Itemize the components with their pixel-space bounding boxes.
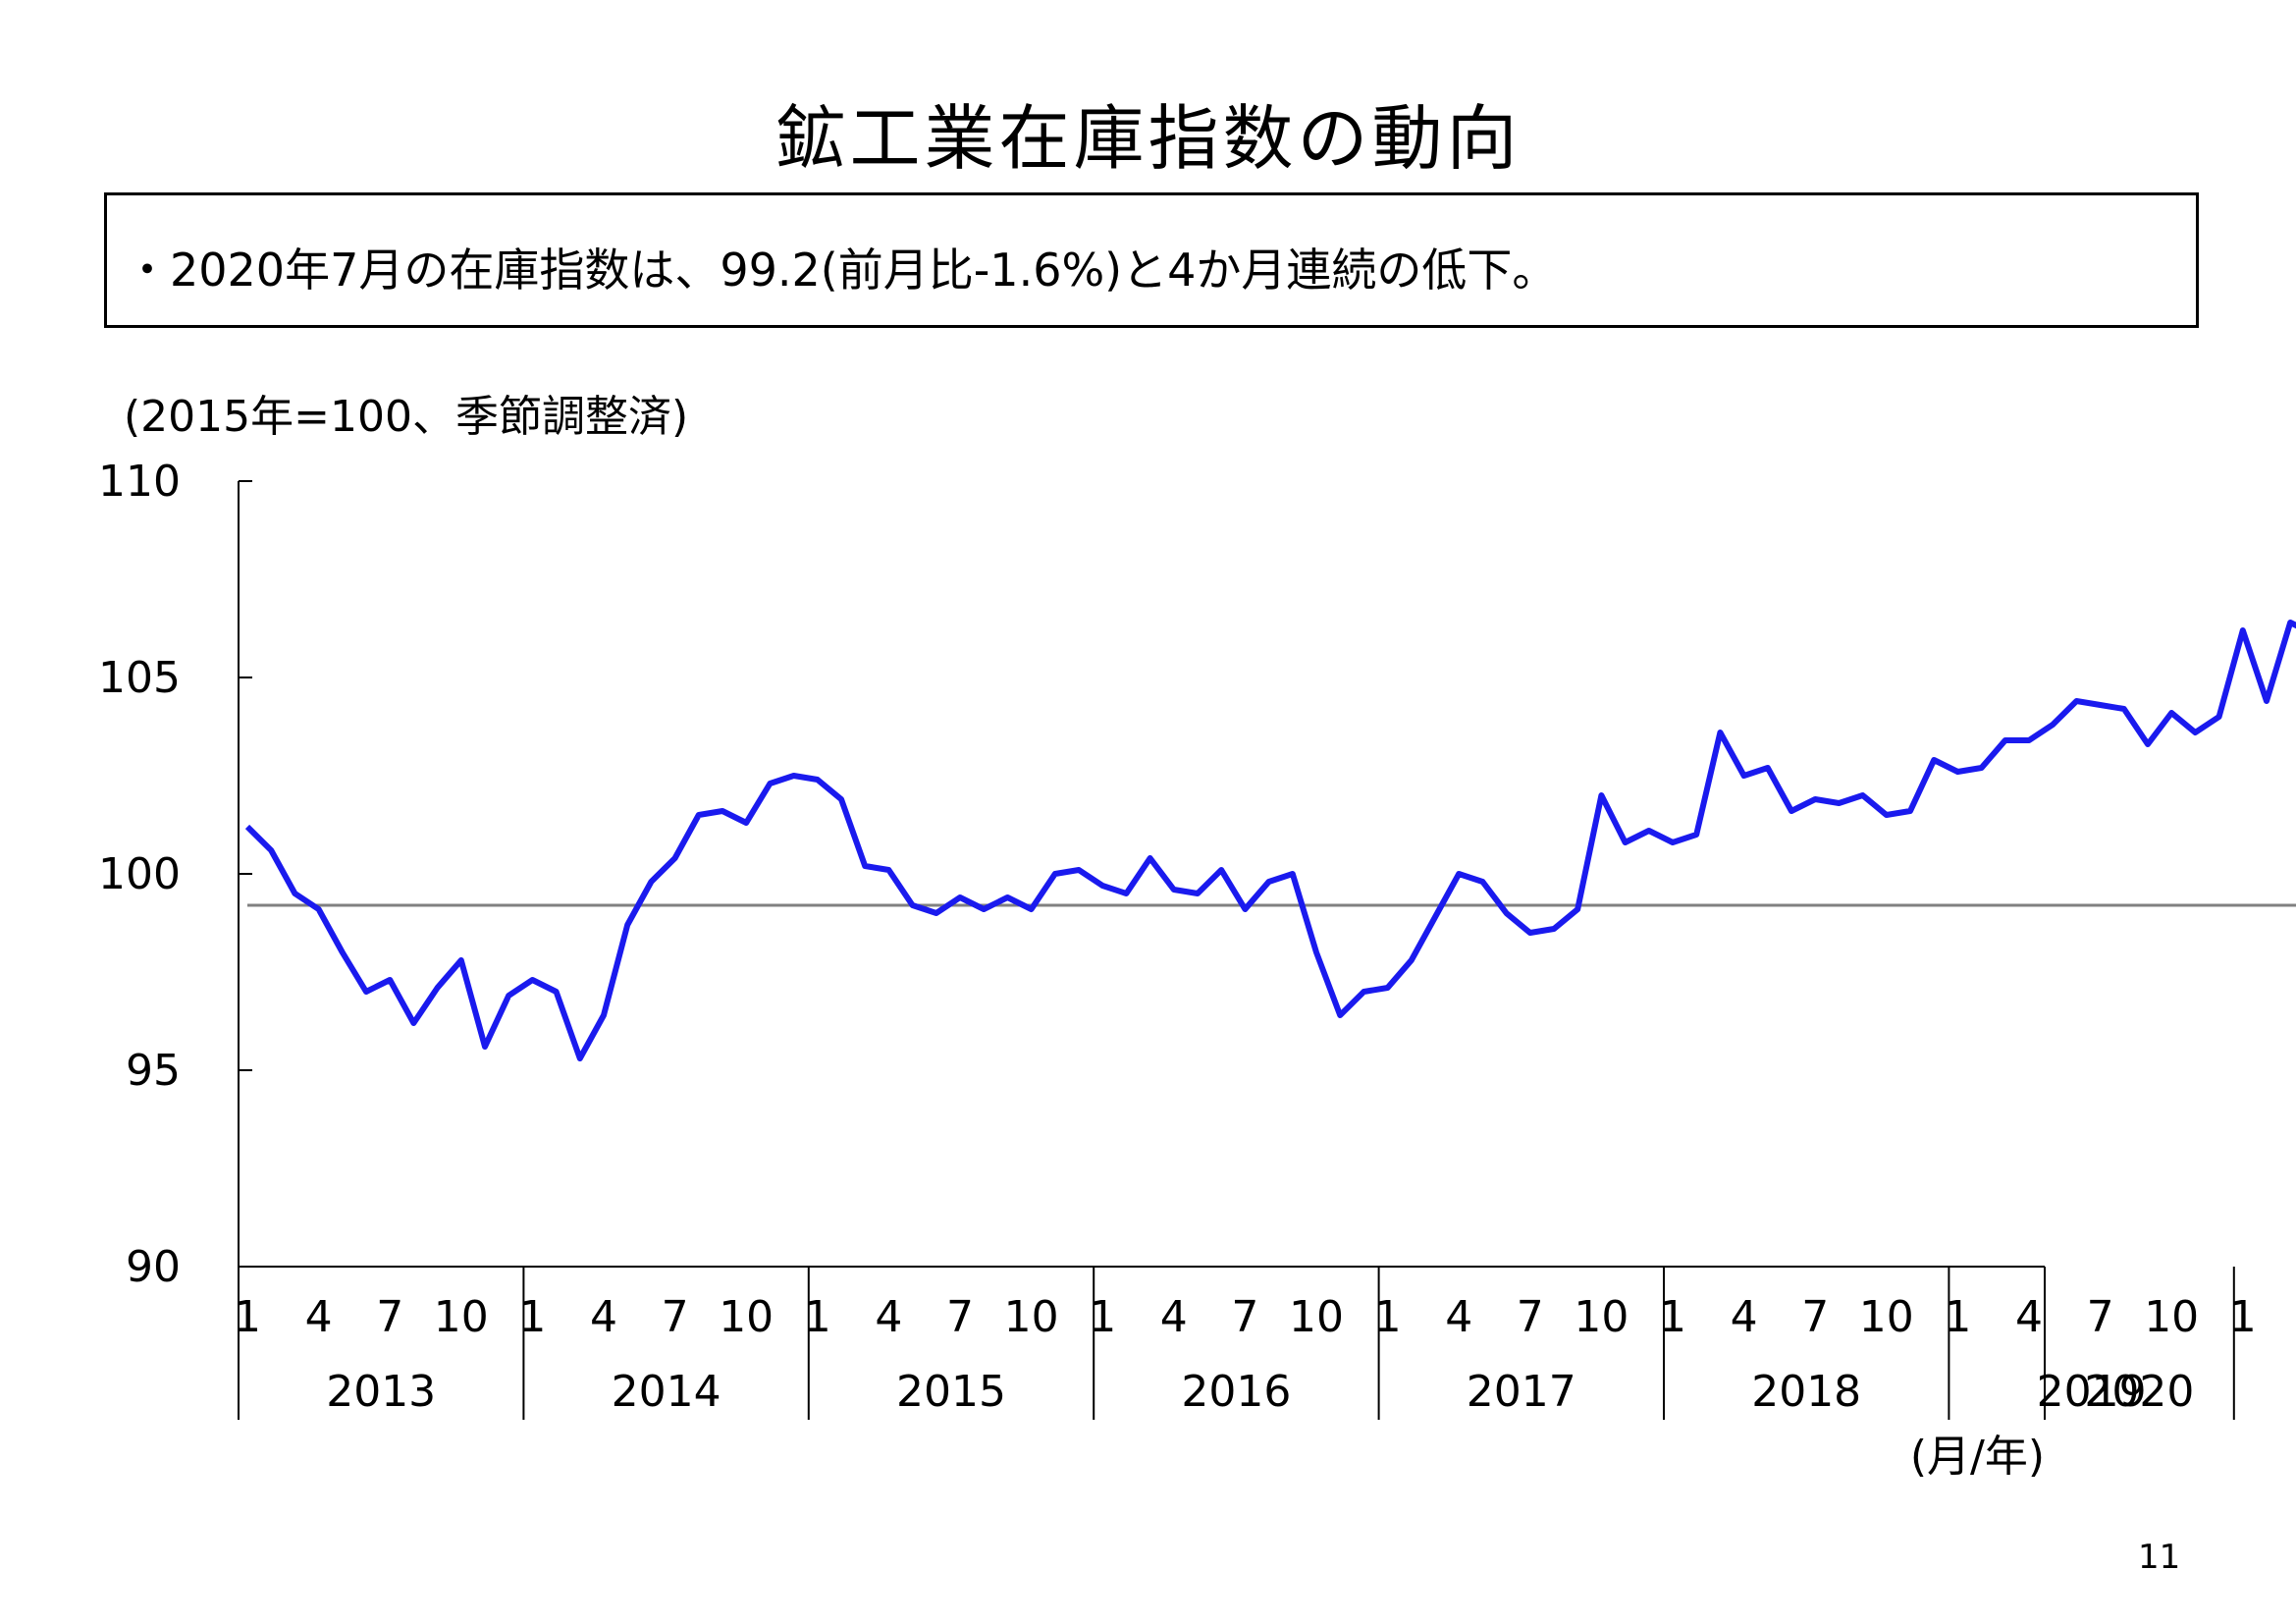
month-tick-label: 7 <box>376 1292 403 1342</box>
month-tick-label: 1 <box>518 1292 546 1342</box>
month-tick-label: 10 <box>1289 1292 1344 1342</box>
month-tick-label: 1 <box>1374 1292 1402 1342</box>
month-tick-label: 4 <box>1160 1292 1188 1342</box>
summary-box: ・2020年7月の在庫指数は、99.2(前月比-1.6%)と4か月連続の低下。 <box>104 192 2199 328</box>
x-axis-unit-label: (月/年) <box>1910 1432 2045 1482</box>
month-tick-label: 1 <box>1659 1292 1686 1342</box>
y-tick-label: 100 <box>98 849 181 899</box>
year-label: 2020 <box>2084 1367 2194 1417</box>
month-tick-label: 1 <box>234 1292 261 1342</box>
y-tick-label: 105 <box>98 653 181 703</box>
unit-note: (2015年=100、季節調整済) <box>124 392 689 442</box>
month-tick-label: 4 <box>2015 1292 2043 1342</box>
month-tick-label: 7 <box>1517 1292 1544 1342</box>
month-tick-label: 7 <box>1231 1292 1258 1342</box>
month-tick-label: 1 <box>804 1292 831 1342</box>
year-label: 2014 <box>612 1367 721 1417</box>
year-label: 2016 <box>1181 1367 1291 1417</box>
month-tick-label: 4 <box>305 1292 333 1342</box>
summary-text: ・2020年7月の在庫指数は、99.2(前月比-1.6%)と4か月連続の低下。 <box>125 244 1558 297</box>
month-tick-label: 10 <box>1574 1292 1629 1342</box>
month-tick-label: 4 <box>1731 1292 1758 1342</box>
month-tick-label: 4 <box>875 1292 902 1342</box>
year-label: 2018 <box>1751 1367 1861 1417</box>
y-tick-label: 110 <box>98 457 181 507</box>
month-tick-label: 7 <box>2087 1292 2114 1342</box>
month-tick-label: 10 <box>719 1292 774 1342</box>
month-tick-label: 7 <box>1801 1292 1829 1342</box>
month-tick-label: 7 <box>662 1292 689 1342</box>
year-label: 2019 <box>2037 1367 2147 1417</box>
y-tick-label: 95 <box>126 1046 181 1096</box>
month-tick-label: 7 <box>946 1292 974 1342</box>
month-tick-label: 10 <box>1859 1292 1914 1342</box>
month-tick-label: 1 <box>1944 1292 1971 1342</box>
y-tick-label: 90 <box>126 1242 181 1292</box>
month-tick-label: 4 <box>1445 1292 1472 1342</box>
month-tick-label: 10 <box>2144 1292 2199 1342</box>
month-tick-label: 10 <box>434 1292 489 1342</box>
series-layer <box>244 620 2296 1061</box>
page-number: 11 <box>2138 1538 2181 1577</box>
month-tick-label: 10 <box>1004 1292 1059 1342</box>
year-label: 2013 <box>326 1367 436 1417</box>
month-tick-label: 1 <box>2229 1292 2257 1342</box>
page-title: 鉱工業在庫指数の動向 <box>774 97 1522 180</box>
month-tick-label: 1 <box>1089 1292 1116 1342</box>
year-label: 2015 <box>896 1367 1006 1417</box>
year-label: 2017 <box>1467 1367 1576 1417</box>
axes-layer <box>238 480 2235 1420</box>
month-tick-label: 4 <box>590 1292 617 1342</box>
series-line <box>244 620 2296 1061</box>
